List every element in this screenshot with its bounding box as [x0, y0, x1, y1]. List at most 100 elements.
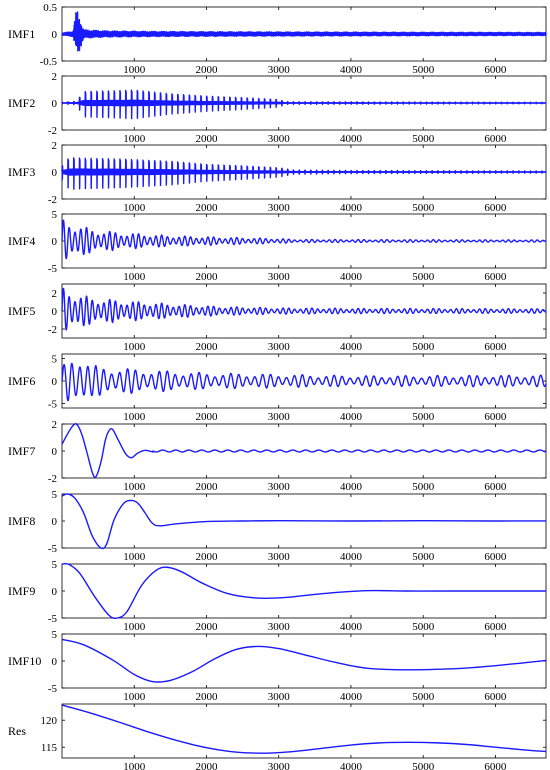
x-tick-label: 5000: [412, 64, 435, 76]
panel-imf7: IMF7 -2 0 2 1000 2000 3000 4000 5000 6000: [8, 419, 547, 493]
y-tick-label: 2: [52, 71, 58, 83]
y-tick-label: -5: [48, 543, 58, 555]
y-tick-label: 0: [52, 236, 58, 248]
x-tick-label: 5000: [412, 341, 435, 353]
series-line: [61, 157, 547, 190]
x-tick-label: 3000: [268, 691, 291, 703]
series-line: [61, 362, 547, 402]
panel-imf3: IMF3 -2 0 2 1000 2000 3000 4000 5000 6000: [8, 140, 547, 214]
panel-imf5: IMF5 -2 0 2 1000 2000 3000 4000 5000 6000: [8, 283, 547, 353]
x-tick-label: 6000: [484, 271, 507, 283]
series-line: [61, 89, 547, 120]
x-tick-label: 2000: [195, 133, 218, 145]
y-tick-label: 5: [52, 559, 58, 571]
series-line: [61, 493, 547, 550]
x-tick-label: 5000: [412, 271, 435, 283]
x-tick-label: 6000: [484, 64, 507, 76]
y-tick-label: 0: [52, 98, 58, 110]
panel-label: IMF3: [8, 165, 35, 179]
x-tick-label: 6000: [484, 341, 507, 353]
x-tick-label: 4000: [340, 551, 363, 563]
panel-label: IMF10: [8, 654, 41, 668]
x-tick-label: 6000: [484, 202, 507, 214]
panel-imf6: IMF6 -5 0 5 1000 2000 3000 4000 5000 6000: [8, 354, 547, 423]
y-tick-label: 0: [52, 586, 58, 598]
y-tick-label: -2: [48, 324, 57, 336]
y-tick-label: 0: [52, 29, 58, 41]
x-tick-label: 1000: [123, 202, 146, 214]
y-tick-label: 0: [52, 306, 58, 318]
x-tick-label: 2000: [195, 481, 218, 493]
y-tick-label: 5: [52, 354, 58, 366]
x-tick-label: 5000: [412, 202, 435, 214]
series-line: [61, 638, 547, 683]
panel-imf8: IMF8 -5 0 5 1000 2000 3000 4000 5000 6000: [8, 489, 547, 563]
x-tick-label: 3000: [268, 271, 291, 283]
x-tick-label: 3000: [268, 64, 291, 76]
x-tick-label: 2000: [195, 411, 218, 423]
panel-label: IMF4: [8, 234, 35, 248]
x-tick-label: 3000: [268, 202, 291, 214]
x-tick-label: 6000: [484, 621, 507, 633]
x-tick-label: 3000: [268, 551, 291, 563]
y-tick-label: 0: [52, 446, 58, 458]
axes-frame: [61, 633, 547, 689]
x-tick-label: 6000: [484, 551, 507, 563]
panel-label: IMF2: [8, 96, 35, 110]
x-tick-label: 1000: [123, 761, 146, 770]
panel-imf1: IMF1 -0.5 0 0.5 1000 2000 3000 4000 5000 6000: [8, 2, 547, 76]
y-tick-label: 0: [52, 376, 58, 388]
x-tick-label: 4000: [340, 271, 363, 283]
x-tick-label: 4000: [340, 202, 363, 214]
x-tick-label: 2000: [195, 341, 218, 353]
y-tick-label: -0.5: [40, 56, 58, 68]
y-tick-label: -5: [48, 683, 58, 695]
x-tick-label: 3000: [268, 341, 291, 353]
panel-label: IMF5: [8, 304, 35, 318]
y-tick-label: 2: [52, 419, 58, 431]
x-tick-label: 4000: [340, 411, 363, 423]
x-tick-label: 4000: [340, 621, 363, 633]
x-tick-label: 5000: [412, 411, 435, 423]
x-tick-label: 2000: [195, 64, 218, 76]
x-tick-label: 2000: [195, 621, 218, 633]
series-line: [61, 562, 546, 620]
axes-frame: [61, 703, 547, 759]
y-tick-label: 120: [41, 715, 58, 727]
x-tick-label: 6000: [484, 481, 507, 493]
panel-label: IMF7: [8, 444, 35, 458]
panel-label: Res: [8, 724, 26, 738]
x-tick-label: 1000: [123, 271, 146, 283]
x-tick-label: 2000: [195, 761, 218, 770]
series-line: [61, 704, 547, 754]
x-tick-label: 3000: [268, 133, 291, 145]
x-tick-label: 4000: [340, 64, 363, 76]
y-tick-label: 0: [52, 167, 58, 179]
x-tick-label: 1000: [123, 551, 146, 563]
x-tick-label: 2000: [195, 691, 218, 703]
x-tick-label: 2000: [195, 202, 218, 214]
y-tick-label: 2: [52, 288, 58, 300]
x-tick-label: 5000: [412, 691, 435, 703]
series-line: [61, 287, 547, 331]
x-tick-label: 5000: [412, 481, 435, 493]
y-tick-label: -2: [48, 473, 57, 485]
panel-label: IMF9: [8, 584, 35, 598]
y-tick-label: -5: [48, 263, 58, 275]
x-tick-label: 5000: [412, 551, 435, 563]
y-tick-label: 0: [52, 516, 58, 528]
x-tick-label: 4000: [340, 341, 363, 353]
x-tick-label: 5000: [412, 133, 435, 145]
panel-imf4: IMF4 -5 0 5 1000 2000 3000 4000 5000 6000: [8, 209, 547, 283]
x-tick-label: 6000: [484, 761, 507, 770]
x-tick-label: 6000: [484, 411, 507, 423]
x-tick-label: 3000: [268, 621, 291, 633]
x-tick-label: 1000: [123, 411, 146, 423]
x-tick-label: 3000: [268, 411, 291, 423]
x-tick-label: 3000: [268, 481, 291, 493]
panel-res: Res 115 120 1000 2000 3000 4000 5000 6000: [8, 703, 547, 770]
y-tick-label: 5: [52, 489, 58, 501]
x-tick-label: 4000: [340, 133, 363, 145]
y-tick-label: -5: [48, 399, 58, 411]
